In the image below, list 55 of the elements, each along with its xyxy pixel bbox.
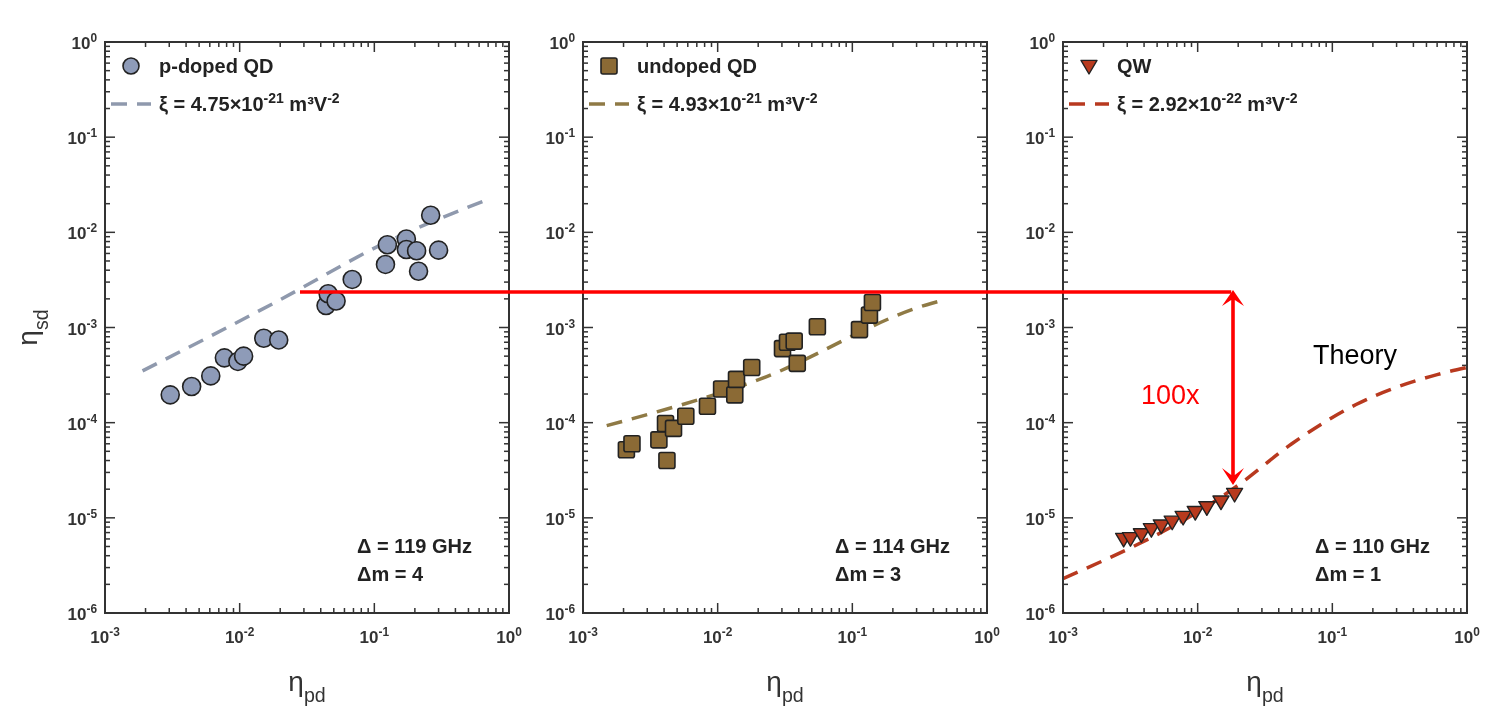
x-tick-label: 10$^{-2}$: [702, 625, 733, 647]
x-tick-label: 10$^{-2}$: [224, 625, 255, 647]
legend-label: QW: [1117, 55, 1152, 77]
y-tick-label: 10$^{-6}$: [67, 602, 98, 624]
point: [1198, 501, 1216, 517]
y-tick-label: 10$^{0}$: [549, 31, 576, 53]
y-tick-label: 10$^{-5}$: [67, 506, 98, 529]
y-tick-label: 10$^{-2}$: [545, 221, 576, 244]
annotation: Δm = 4: [357, 563, 424, 585]
x-tick-label: 10$^{-3}$: [90, 625, 121, 647]
y-tick-label: 10$^{-1}$: [545, 126, 576, 149]
annotation: Δm = 1: [1315, 563, 1382, 585]
y-tick-label: 10$^{-5}$: [545, 506, 576, 529]
x-tick-label: 10$^{-2}$: [1182, 625, 1213, 647]
point: [1152, 519, 1170, 535]
point: [1163, 515, 1181, 531]
x-tick-label: 10$^{-1}$: [1317, 625, 1348, 647]
y-tick-label: 10$^{-6}$: [1025, 602, 1056, 624]
annotation: Theory: [1313, 340, 1398, 370]
y-tick-label: 10$^{0}$: [71, 31, 98, 53]
legend-label: p-doped QD: [159, 55, 274, 77]
legend-label: ξ = 4.75×10$^{-21}$ m³V$^{-2}$: [159, 90, 340, 115]
y-tick-label: 10$^{-6}$: [545, 602, 576, 624]
x-tick-label: 10$^{-1}$: [837, 625, 868, 647]
y-tick-label: 10$^{0}$: [1029, 31, 1056, 53]
x-axis-title: η$_{pd}$: [1246, 666, 1284, 706]
annotation: Δ = 119 GHz: [357, 535, 472, 557]
x-tick-label: 10$^{-3}$: [568, 625, 599, 647]
y-tick-label: 10$^{-4}$: [1025, 411, 1056, 434]
legend-label: undoped QD: [637, 55, 757, 77]
y-tick-label: 10$^{-5}$: [1025, 506, 1056, 529]
point: [1174, 510, 1192, 526]
annotation: 100x: [1141, 380, 1201, 410]
legend-label: ξ = 2.92×10$^{-22}$ m³V$^{-2}$: [1117, 90, 1298, 115]
x-axis-title: η$_{pd}$: [288, 666, 326, 706]
y-tick-label: 10$^{-3}$: [545, 316, 576, 339]
y-tick-label: 10$^{-3}$: [1025, 316, 1056, 339]
annotation: Δm = 3: [835, 563, 902, 585]
y-tick-label: 10$^{-2}$: [1025, 221, 1056, 244]
x-tick-label: 10$^{-1}$: [359, 625, 390, 647]
annotation: Δ = 110 GHz: [1315, 535, 1430, 557]
x-tick-label: 10$^{0}$: [1454, 625, 1481, 647]
x-tick-label: 10$^{-3}$: [1048, 625, 1079, 647]
point: [1186, 505, 1204, 521]
annotation: Δ = 114 GHz: [835, 535, 950, 557]
y-tick-label: 10$^{-1}$: [67, 126, 98, 149]
x-tick-label: 10$^{0}$: [496, 625, 523, 647]
x-tick-label: 10$^{0}$: [974, 625, 1001, 647]
y-tick-label: 10$^{-4}$: [545, 411, 576, 434]
y-tick-label: 10$^{-1}$: [1025, 126, 1056, 149]
y-tick-label: 10$^{-4}$: [67, 411, 98, 434]
x-axis-title: η$_{pd}$: [766, 666, 804, 706]
y-tick-label: 10$^{-2}$: [67, 221, 98, 244]
y-tick-label: 10$^{-3}$: [67, 316, 98, 339]
legend-label: ξ = 4.93×10$^{-21}$ m³V$^{-2}$: [637, 90, 818, 115]
